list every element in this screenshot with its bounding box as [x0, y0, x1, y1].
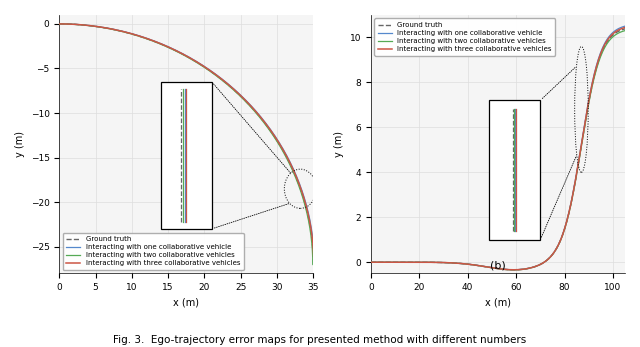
Text: (b): (b) [490, 260, 506, 270]
Legend: Ground truth, Interacting with one collaborative vehicle, Interacting with two c: Ground truth, Interacting with one colla… [374, 18, 556, 56]
X-axis label: x (m): x (m) [173, 298, 199, 308]
Text: Fig. 3.  Ego-trajectory error maps for presented method with different numbers: Fig. 3. Ego-trajectory error maps for pr… [113, 335, 527, 345]
Legend: Ground truth, Interacting with one collaborative vehicle, Interacting with two c: Ground truth, Interacting with one colla… [63, 233, 244, 270]
Y-axis label: y (m): y (m) [334, 131, 344, 157]
X-axis label: x (m): x (m) [485, 298, 511, 308]
Bar [161, 82, 212, 229]
Bar [490, 100, 540, 240]
Text: (a): (a) [179, 256, 194, 266]
Y-axis label: y (m): y (m) [15, 131, 25, 157]
